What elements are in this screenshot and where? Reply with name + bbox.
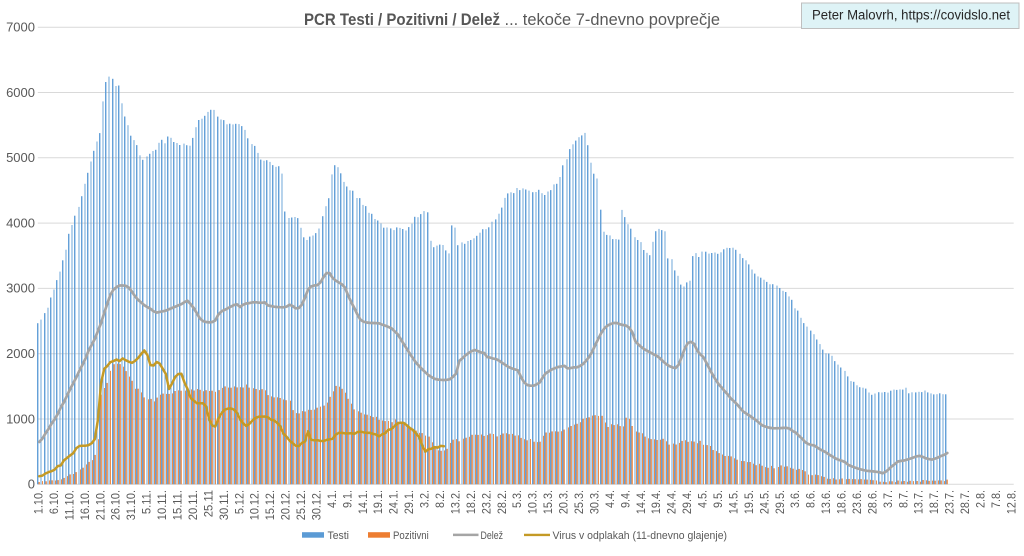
svg-text:0: 0 <box>28 477 35 492</box>
svg-text:30.3.: 30.3. <box>587 490 601 514</box>
svg-text:Virus v odplakah (11-dnevno gl: Virus v odplakah (11-dnevno glajenje) <box>553 530 728 542</box>
svg-text:5.3.: 5.3. <box>510 490 524 508</box>
svg-text:30.11.: 30.11. <box>217 490 231 520</box>
svg-text:7000: 7000 <box>6 20 35 35</box>
svg-text:6.10.: 6.10. <box>47 490 61 514</box>
svg-text:29.5.: 29.5. <box>773 490 787 514</box>
svg-text:PCR Testi / Pozitivni / Delež: PCR Testi / Pozitivni / Delež <box>304 10 500 29</box>
svg-text:15.11.: 15.11. <box>171 490 185 520</box>
svg-text:29.4.: 29.4. <box>680 490 694 514</box>
svg-text:4.1.: 4.1. <box>325 490 339 508</box>
svg-text:Peter Malovrh, https://covidsl: Peter Malovrh, https://covidslo.net <box>812 8 1010 23</box>
svg-text:28.7.: 28.7. <box>958 490 972 514</box>
svg-text:10.12.: 10.12. <box>248 490 262 520</box>
svg-text:5000: 5000 <box>6 150 35 165</box>
svg-text:18.2.: 18.2. <box>464 490 478 514</box>
svg-text:19.5.: 19.5. <box>742 490 756 514</box>
svg-text:Pozitivni: Pozitivni <box>393 530 429 542</box>
svg-text:25.11: 25.11 <box>201 490 215 518</box>
svg-text:13.7.: 13.7. <box>912 490 926 514</box>
svg-text:23.2.: 23.2. <box>479 490 493 514</box>
svg-text:4000: 4000 <box>6 215 35 230</box>
svg-text:15.3.: 15.3. <box>541 490 555 514</box>
svg-text:3.6.: 3.6. <box>788 490 802 508</box>
svg-text:13.2.: 13.2. <box>449 490 463 514</box>
svg-text:10.11.: 10.11. <box>155 490 169 520</box>
svg-text:3.7.: 3.7. <box>881 490 895 508</box>
svg-text:6000: 6000 <box>6 85 35 100</box>
svg-text:3000: 3000 <box>6 281 35 296</box>
svg-text:28.2.: 28.2. <box>495 490 509 514</box>
svg-text:20.11.: 20.11. <box>186 490 200 520</box>
svg-text:24.5.: 24.5. <box>757 490 771 514</box>
svg-text:8.6.: 8.6. <box>804 490 818 508</box>
svg-text:31.10.: 31.10. <box>124 490 138 520</box>
svg-text:25.3.: 25.3. <box>572 490 586 514</box>
svg-text:14.4.: 14.4. <box>634 490 648 514</box>
svg-text:5.12.: 5.12. <box>232 490 246 514</box>
svg-text:15.12.: 15.12. <box>263 490 277 520</box>
svg-text:Testi: Testi <box>328 530 350 542</box>
svg-text:14.5.: 14.5. <box>726 490 740 514</box>
svg-text:18.7.: 18.7. <box>927 490 941 514</box>
svg-text:13.6.: 13.6. <box>819 490 833 514</box>
svg-text:19.1.: 19.1. <box>371 490 385 514</box>
svg-text:14.1.: 14.1. <box>356 490 370 514</box>
svg-text:11.10.: 11.10. <box>62 490 76 520</box>
svg-text:23.7.: 23.7. <box>943 490 957 514</box>
svg-text:9.5.: 9.5. <box>711 490 725 508</box>
svg-text:16.10.: 16.10. <box>78 490 92 520</box>
svg-text:Delež: Delež <box>481 530 504 542</box>
svg-text:8.2.: 8.2. <box>433 490 447 508</box>
svg-text:12.8.: 12.8. <box>1004 490 1018 514</box>
svg-text:26.10.: 26.10. <box>109 490 123 520</box>
svg-text:8.7.: 8.7. <box>896 490 910 508</box>
svg-text:25.12.: 25.12. <box>294 490 308 520</box>
svg-text:9.1.: 9.1. <box>340 490 354 508</box>
svg-text:4.4.: 4.4. <box>603 490 617 508</box>
svg-text:19.4.: 19.4. <box>649 490 663 514</box>
svg-text:7.8.: 7.8. <box>989 490 1003 508</box>
svg-text:30.12.: 30.12. <box>310 490 324 520</box>
svg-text:2.8.: 2.8. <box>974 490 988 508</box>
svg-text:23.6.: 23.6. <box>850 490 864 514</box>
svg-text:24.4.: 24.4. <box>665 490 679 514</box>
svg-text:20.12.: 20.12. <box>279 490 293 520</box>
svg-text:3.2.: 3.2. <box>418 490 432 508</box>
svg-text:29.1.: 29.1. <box>402 490 416 514</box>
svg-text:24.1.: 24.1. <box>387 490 401 514</box>
svg-text:9.4.: 9.4. <box>618 490 632 508</box>
svg-text:18.6.: 18.6. <box>835 490 849 514</box>
svg-text:1000: 1000 <box>6 411 35 426</box>
svg-text:28.6.: 28.6. <box>865 490 879 514</box>
svg-text:1.10.: 1.10. <box>32 490 46 514</box>
svg-text:20.3.: 20.3. <box>557 490 571 514</box>
svg-text:10.3.: 10.3. <box>526 490 540 514</box>
svg-text:... tekoče 7-dnevno povprečje: ... tekoče 7-dnevno povprečje <box>500 10 720 29</box>
svg-text:4.5.: 4.5. <box>696 490 710 508</box>
svg-text:2000: 2000 <box>6 346 35 361</box>
svg-text:21.10.: 21.10. <box>93 490 107 520</box>
svg-text:5.11.: 5.11. <box>140 490 154 514</box>
